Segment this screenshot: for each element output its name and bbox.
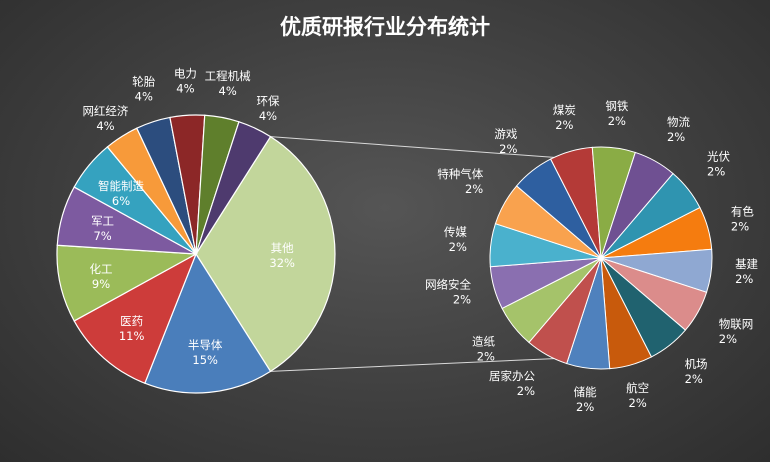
data-label-726980547f51: 物联网 [719,317,754,331]
data-value-519b5de5: 7% [93,229,111,243]
data-value-53165de5: 9% [92,277,110,291]
secondary-pie-slice-15 [515,158,602,259]
data-label-73af4fdd: 环保 [256,94,279,108]
main-pie-slice-3 [56,244,199,322]
data-value-6e38620f: 2% [499,142,517,156]
data-value-726980547f51: 2% [719,332,737,346]
data-value-534a5bfc4f53: 15% [192,353,218,367]
data-label-51764ed6: 其他 [271,241,294,255]
connector-line-bottom [270,358,555,372]
data-value-716470ad: 2% [555,118,573,132]
main-pie-slice-2 [73,252,198,385]
data-label-822a7a7a: 航空 [626,381,649,395]
data-value-7535529b: 4% [176,81,194,95]
data-label-667a80fd52369020: 智能制造 [98,179,144,193]
data-label-6e38620f: 游戏 [494,127,517,141]
main-pie-slice-10 [195,121,272,255]
data-label-90207eb8: 造纸 [472,335,495,349]
data-label-72696d41: 物流 [667,115,690,129]
data-label-519b5de5: 军工 [91,214,114,228]
data-value-4f205a92: 2% [449,240,467,254]
data-label-7f517edc5b895168: 网络安全 [425,278,471,292]
connector-lines [270,136,555,372]
data-value-51494f0f: 2% [707,164,725,178]
data-label-727979cd6c144f53: 特种气体 [437,167,483,181]
data-label-533b836f: 医药 [120,314,143,328]
data-label-7f517ea27ecf6d4e: 网红经济 [82,104,128,118]
data-label-94a294c1: 钢铁 [605,99,628,113]
data-value-73af4fdd: 4% [259,109,277,123]
data-label-53165de5: 化工 [90,262,113,276]
connector-line-top [270,136,555,158]
data-label-8f6e80ce: 轮胎 [132,74,155,88]
main-pie-slice-0 [195,135,336,373]
data-labels: 其他32%半导体15%医药11%化工9%军工7%智能制造6%网红经济4%轮胎4%… [82,66,758,414]
data-label-5c455bb6529e516c: 居家办公 [489,369,535,383]
data-value-5de57a0b673a68b0: 4% [219,84,237,98]
data-label-67098272: 有色 [731,204,754,218]
data-label-4f205a92: 传媒 [444,225,467,239]
main-pie-slice-1 [144,252,272,394]
data-value-822a7a7a: 2% [629,396,647,410]
data-value-57fa5efa: 2% [735,272,753,286]
data-label-5de57a0b673a68b0: 工程机械 [205,69,251,83]
data-label-673a573a: 机场 [685,357,708,371]
data-value-667a80fd52369020: 6% [112,194,130,208]
data-value-94a294c1: 2% [608,114,626,128]
data-value-7f517edc5b895168: 2% [453,293,471,307]
data-value-673a573a: 2% [685,372,703,386]
data-value-727979cd6c144f53: 2% [465,182,483,196]
data-value-8f6e80ce: 4% [135,89,153,103]
data-label-51494f0f: 光伏 [707,149,730,163]
main-pie [56,114,336,394]
data-value-72696d41: 2% [667,130,685,144]
data-label-716470ad: 煤炭 [553,103,576,117]
data-value-7f517ea27ecf6d4e: 4% [96,119,114,133]
data-label-57fa5efa: 基建 [735,257,758,271]
data-label-7535529b: 电力 [174,66,197,80]
data-value-533b836f: 11% [119,329,145,343]
data-label-50a880fd: 储能 [574,385,597,399]
chart-title: 优质研报行业分布统计 [280,15,490,39]
data-value-51764ed6: 32% [269,256,295,270]
data-value-90207eb8: 2% [477,350,495,364]
data-value-67098272: 2% [731,219,749,233]
data-value-50a880fd: 2% [576,400,594,414]
secondary-pie [489,146,713,370]
data-label-534a5bfc4f53: 半导体 [188,338,223,352]
data-value-5c455bb6529e516c: 2% [517,384,535,398]
